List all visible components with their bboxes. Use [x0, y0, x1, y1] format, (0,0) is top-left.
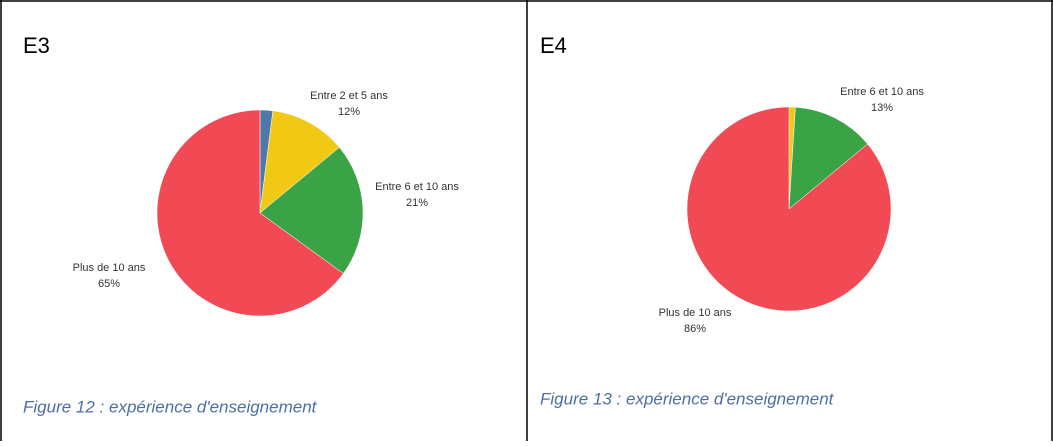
cell-heading: E3	[23, 33, 50, 58]
slice-value-label: 12%	[338, 106, 360, 118]
slice-value-label: 86%	[684, 323, 706, 335]
slice-value-label: 13%	[871, 102, 893, 114]
slice-value-label: 65%	[98, 278, 120, 290]
slice-label: Entre 6 et 10 ans	[840, 86, 924, 98]
slice-value-label: 21%	[406, 197, 428, 209]
cell-heading: E4	[540, 33, 567, 58]
slice-label: Entre 2 et 5 ans	[310, 90, 388, 102]
pie-slice	[788, 106, 868, 210]
slice-label: Plus de 10 ans	[659, 307, 732, 319]
pie-slice	[686, 106, 892, 312]
figure-caption: Figure 13 : expérience d'enseignement	[540, 389, 835, 408]
figure-caption: Figure 12 : expérience d'enseignement	[23, 397, 318, 416]
slice-label: Plus de 10 ans	[73, 262, 146, 274]
pie-slice	[259, 146, 364, 274]
pie-slice	[156, 109, 344, 317]
slice-label: Entre 6 et 10 ans	[375, 181, 459, 193]
pie-slice	[259, 110, 340, 214]
